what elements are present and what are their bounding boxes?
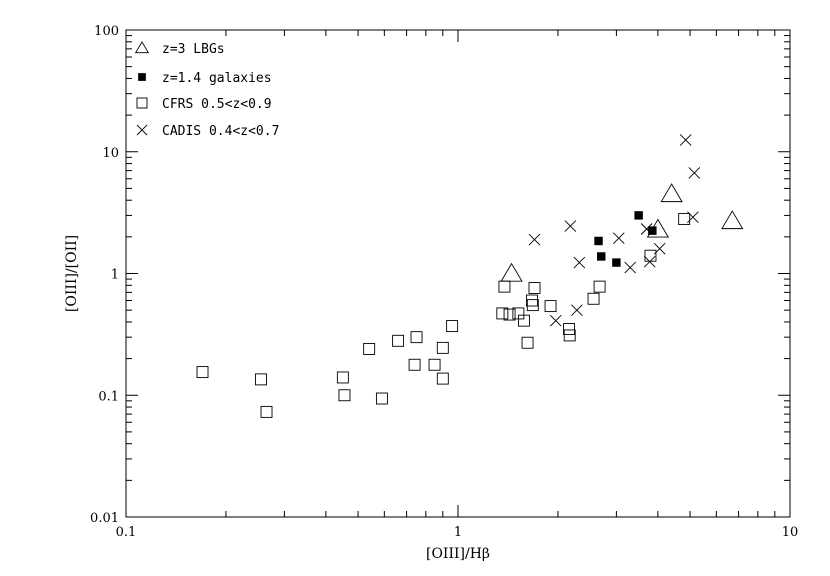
cross-marker xyxy=(573,256,586,269)
open-triangle-marker xyxy=(134,41,150,54)
cross-marker xyxy=(612,232,625,245)
series-cross xyxy=(528,134,701,327)
open-square-marker xyxy=(196,366,209,379)
cross-marker xyxy=(679,134,692,146)
open-square-marker xyxy=(255,373,267,386)
cross-stroke xyxy=(679,134,692,146)
filled-square-marker xyxy=(612,258,621,267)
cross-marker xyxy=(564,220,577,232)
open-square-marker xyxy=(338,389,351,402)
open-square-marker xyxy=(496,307,509,320)
data-points xyxy=(196,134,744,418)
open-square-marker xyxy=(336,371,349,384)
legend-label: z=3 LBGs xyxy=(162,42,225,57)
x-tick-label: 1 xyxy=(454,525,462,540)
cross-stroke xyxy=(687,211,699,224)
cross-marker xyxy=(687,211,699,224)
legend-item: z=3 LBGs xyxy=(134,41,225,57)
open-square-marker xyxy=(408,358,421,371)
x-axis-label: [OIII]/Hβ xyxy=(426,546,490,562)
legend-label: z=1.4 galaxies xyxy=(162,71,272,86)
legend: z=3 LBGs z=1.4 galaxies CFRS 0.5<z<0.9 CADI… xyxy=(134,41,279,139)
y-tick-label: 0.1 xyxy=(98,389,119,404)
open-square-marker xyxy=(526,299,539,312)
open-square-marker xyxy=(260,405,273,418)
cross-marker xyxy=(653,242,666,255)
series-open-square xyxy=(196,213,691,418)
y-tick-label: 1 xyxy=(111,268,119,283)
filled-square-marker xyxy=(648,226,657,235)
open-square-marker xyxy=(498,280,511,293)
open-square-marker xyxy=(587,292,600,305)
y-tick-label: 100 xyxy=(94,24,119,39)
open-square-marker xyxy=(410,331,423,344)
cross-marker xyxy=(549,314,562,327)
open-triangle-marker xyxy=(660,183,683,203)
filled-square-marker xyxy=(634,211,643,220)
open-square-marker xyxy=(644,249,657,262)
cross-marker xyxy=(624,261,636,274)
open-square-marker xyxy=(503,308,516,321)
filled-square-marker xyxy=(594,236,603,246)
y-tick-label: 10 xyxy=(102,146,119,161)
cross-marker xyxy=(688,167,701,179)
open-square-marker xyxy=(436,372,449,385)
x-tick-label: 10 xyxy=(782,525,799,540)
open-square-marker xyxy=(392,334,405,347)
axis-ticks xyxy=(125,29,791,518)
y-tick-label: 0.01 xyxy=(90,511,119,526)
open-square-marker xyxy=(518,314,530,327)
cross-marker xyxy=(136,124,148,136)
open-triangle-marker xyxy=(721,210,744,230)
cross-stroke xyxy=(564,220,577,232)
open-square-marker xyxy=(136,97,148,109)
open-square-marker xyxy=(678,213,691,226)
cross-stroke xyxy=(549,314,562,327)
open-square-marker xyxy=(375,392,388,405)
legend-label: CADIS 0.4<z<0.7 xyxy=(162,124,279,139)
open-square-marker xyxy=(563,323,575,335)
cross-stroke xyxy=(653,242,666,255)
open-square-marker xyxy=(544,300,557,313)
cross-marker xyxy=(643,255,656,268)
y-axis-label: [OIII]/[OII] xyxy=(64,235,80,312)
legend-label: CFRS 0.5<z<0.9 xyxy=(162,97,272,112)
open-square-marker xyxy=(521,336,534,349)
series-open-triangle xyxy=(500,183,744,282)
cross-marker xyxy=(640,223,653,235)
open-square-marker xyxy=(528,282,541,294)
filled-square-marker xyxy=(138,73,146,81)
open-square-marker xyxy=(593,280,606,293)
open-square-marker xyxy=(363,343,376,355)
cross-stroke xyxy=(528,233,541,246)
cross-marker xyxy=(571,304,583,316)
cross-stroke xyxy=(612,232,625,245)
cross-stroke xyxy=(136,124,148,136)
legend-item: CADIS 0.4<z<0.7 xyxy=(136,124,279,139)
cross-stroke xyxy=(643,255,656,268)
cross-stroke xyxy=(571,304,583,316)
filled-square-marker xyxy=(597,252,606,261)
open-triangle-marker xyxy=(500,262,523,282)
open-square-marker xyxy=(436,341,449,354)
open-square-marker xyxy=(525,294,538,307)
legend-item: z=1.4 galaxies xyxy=(138,71,272,86)
open-square-marker xyxy=(563,329,576,342)
cross-stroke xyxy=(573,256,586,269)
x-tick-label: 0.1 xyxy=(116,525,137,540)
cross-stroke xyxy=(688,167,701,179)
legend-item: CFRS 0.5<z<0.9 xyxy=(136,97,272,112)
cross-stroke xyxy=(640,223,653,235)
cross-stroke xyxy=(624,261,636,274)
cross-marker xyxy=(528,233,541,246)
open-square-marker xyxy=(446,320,459,333)
open-square-marker xyxy=(428,358,441,371)
series-filled-square xyxy=(594,211,657,267)
